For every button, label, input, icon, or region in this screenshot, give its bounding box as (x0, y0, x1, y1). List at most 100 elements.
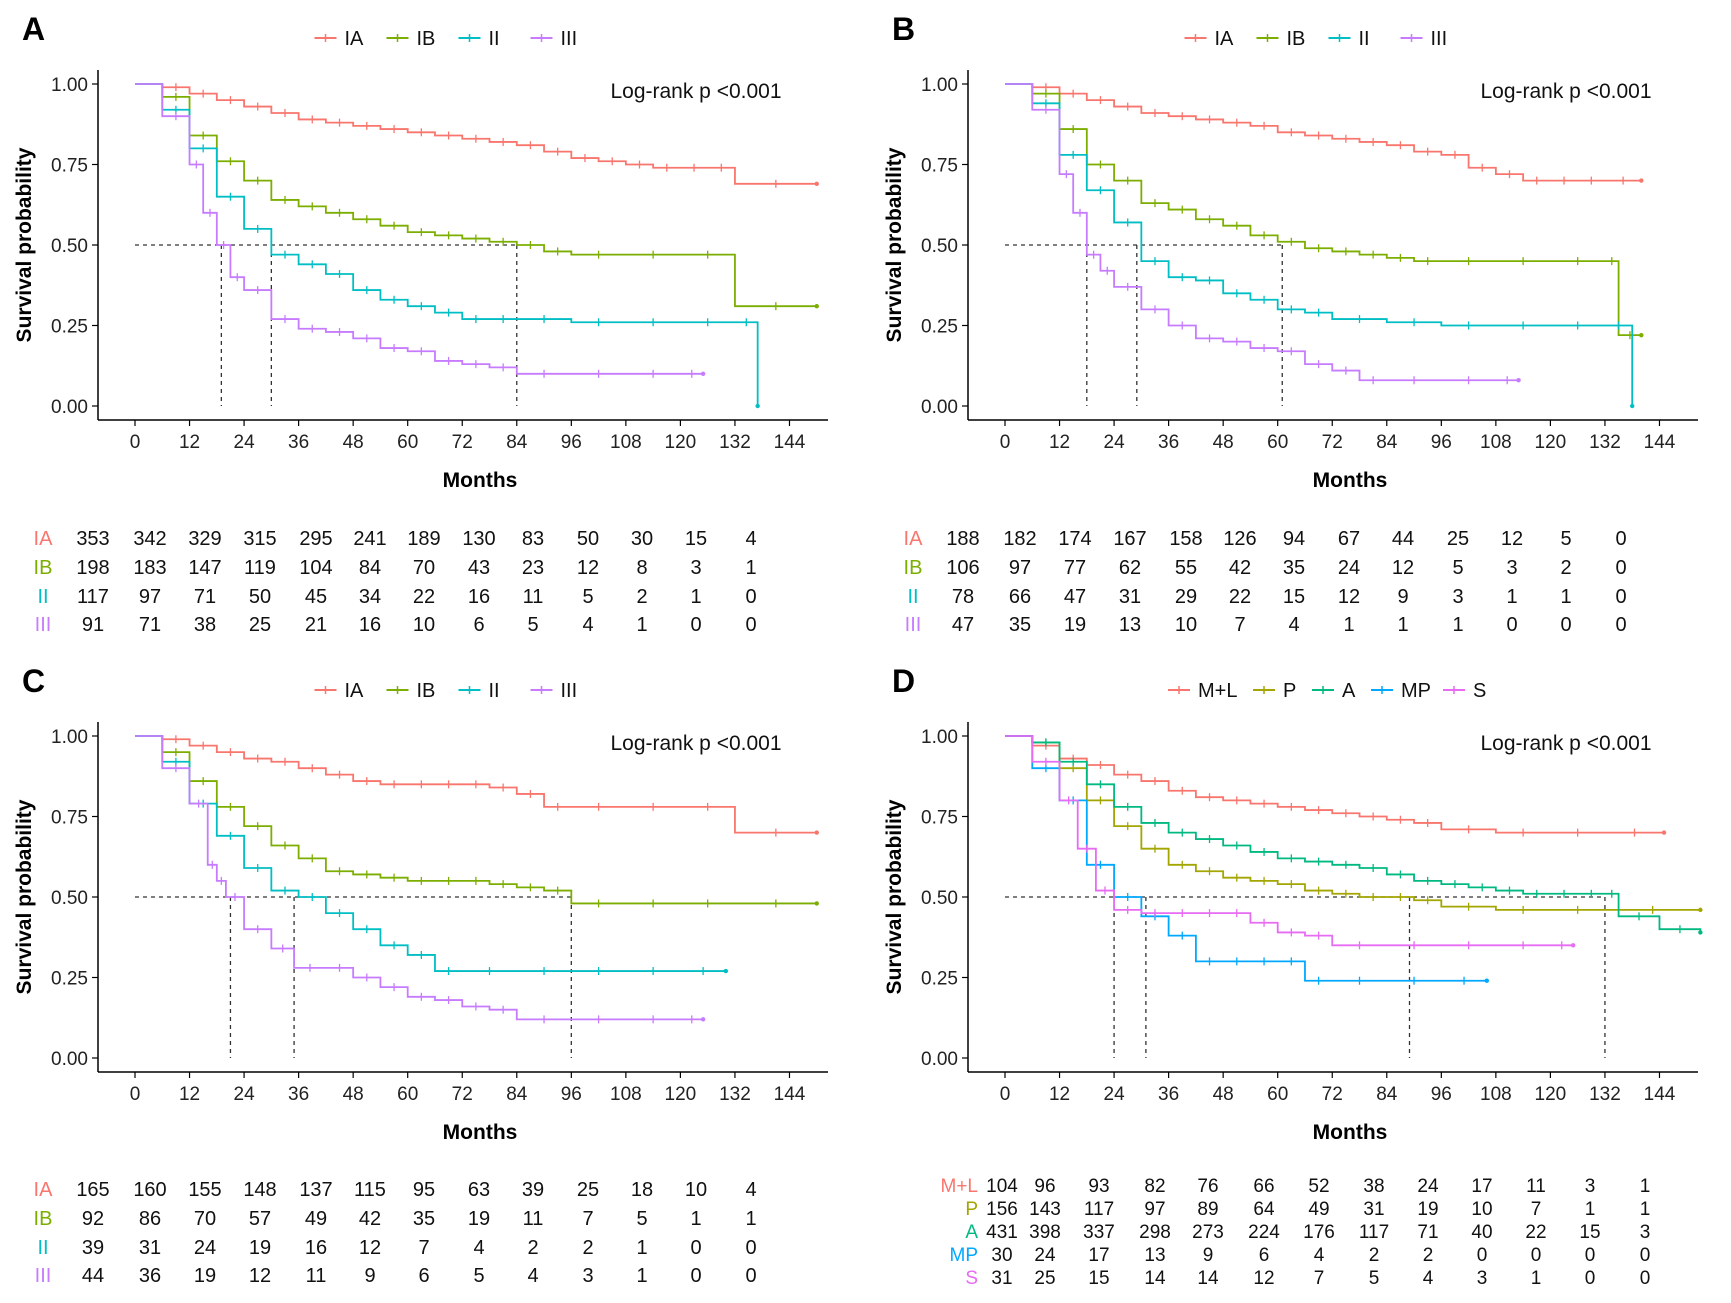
risk-count: 43 (468, 557, 490, 579)
risk-count: 273 (1192, 1222, 1224, 1243)
risk-count: 38 (1363, 1176, 1384, 1197)
risk-count: 16 (468, 586, 490, 608)
risk-count: 22 (1525, 1222, 1546, 1243)
risk-count: 1 (690, 586, 701, 608)
y-tick-label: 1.00 (921, 727, 958, 748)
risk-count: 50 (577, 528, 599, 550)
risk-row: III 47 35 19 13 10 7 4 1 1 1 0 0 0 (905, 614, 1627, 636)
y-tick-label: 0.00 (921, 1049, 958, 1070)
risk-count: 15 (685, 528, 707, 550)
x-tick-label: 24 (1104, 1084, 1126, 1105)
risk-count: 0 (690, 1265, 701, 1287)
legend: IA IB II III (314, 28, 577, 50)
risk-count: 5 (1560, 528, 1571, 550)
risk-count: 1 (1506, 586, 1517, 608)
curve-end-point (814, 181, 819, 187)
risk-count: 97 (1009, 557, 1031, 579)
curve-end-point (1698, 930, 1703, 935)
risk-count: 3 (1506, 557, 1517, 579)
risk-count: 5 (527, 614, 538, 636)
survival-curve-iii (135, 735, 704, 1021)
risk-count: 0 (1477, 1245, 1488, 1266)
risk-count: 15 (1579, 1222, 1600, 1243)
risk-count: 0 (1640, 1245, 1651, 1266)
risk-count: 84 (359, 557, 381, 579)
x-tick-label: 84 (506, 432, 528, 453)
risk-count: 1 (1640, 1199, 1651, 1220)
risk-count: 11 (1526, 1176, 1546, 1197)
risk-count: 25 (249, 614, 271, 636)
risk-count: 104 (299, 557, 332, 579)
risk-count: 55 (1175, 557, 1197, 579)
risk-count: 12 (577, 557, 599, 579)
risk-count: 6 (418, 1265, 429, 1287)
risk-count: 4 (473, 1237, 484, 1259)
risk-count: 25 (577, 1179, 599, 1201)
risk-count: 241 (353, 528, 386, 550)
x-tick-label: 72 (1322, 432, 1343, 453)
risk-count: 0 (745, 586, 756, 608)
x-tick-label: 60 (397, 432, 418, 453)
curve-end-point (1570, 943, 1576, 948)
risk-count: 4 (527, 1265, 538, 1287)
curve-end-point (1484, 978, 1489, 983)
legend-label: III (1431, 28, 1448, 50)
risk-count: 0 (1615, 586, 1626, 608)
survival-curve-ia (135, 83, 817, 185)
x-tick-label: 12 (1049, 1084, 1070, 1105)
panel-d: D M+L P A MP S0.000.250.500.751.000 12 24 36 48 60… (883, 663, 1703, 1289)
log-rank-annotation: Log-rank p <0.001 (1480, 732, 1651, 755)
x-tick-label: 72 (452, 432, 473, 453)
risk-count: 31 (991, 1268, 1012, 1289)
risk-count: 165 (76, 1179, 109, 1201)
x-axis-title: Months (1313, 1121, 1388, 1144)
risk-count: 2 (636, 586, 647, 608)
risk-count: 9 (1397, 586, 1408, 608)
survival-curve-ia (1005, 83, 1642, 182)
risk-count: 42 (1229, 557, 1251, 579)
curve-end-point (723, 968, 729, 974)
risk-count: 1 (690, 1208, 701, 1230)
legend-label: IA (1215, 28, 1235, 50)
risk-count: 92 (82, 1208, 104, 1230)
legend-label: S (1473, 680, 1486, 702)
x-tick-label: 24 (234, 432, 256, 453)
curve-end-point (814, 901, 819, 906)
censor-marks (175, 83, 777, 188)
risk-count: 0 (1531, 1245, 1542, 1266)
x-tick-label: 0 (1000, 1084, 1011, 1105)
risk-count: 10 (413, 614, 435, 636)
risk-count: 16 (359, 614, 381, 636)
risk-table: IA 188 182 174 167 158 126 94 67 44 25 12 5 0IB 106 97 7… (904, 528, 1627, 636)
x-tick-label: 60 (397, 1084, 418, 1105)
x-tick-label: 72 (452, 1084, 473, 1105)
legend-label: MP (1401, 680, 1431, 702)
legend-label: IA (345, 680, 365, 702)
risk-row-label: IB (904, 557, 923, 579)
y-tick-label: 0.75 (921, 156, 958, 177)
risk-row-label: P (965, 1199, 978, 1220)
risk-count: 95 (413, 1179, 435, 1201)
risk-count: 0 (745, 1237, 756, 1259)
risk-count: 94 (1283, 528, 1305, 550)
risk-count: 50 (249, 586, 271, 608)
y-axis-title: Survival probability (883, 799, 906, 994)
panel-label: D (892, 663, 915, 699)
risk-count: 35 (1009, 614, 1031, 636)
legend-label: II (489, 28, 500, 50)
risk-count: 11 (523, 586, 544, 608)
risk-count: 188 (946, 528, 979, 550)
risk-row-label: MP (950, 1245, 979, 1266)
x-tick-label: 48 (343, 432, 364, 453)
x-tick-label: 144 (1644, 1084, 1676, 1105)
risk-count: 0 (1615, 614, 1626, 636)
risk-count: 0 (1506, 614, 1517, 636)
legend-label: II (1359, 28, 1370, 50)
risk-count: 155 (188, 1179, 221, 1201)
risk-count: 3 (1452, 586, 1463, 608)
y-tick-label: 0.50 (51, 888, 88, 909)
risk-count: 1 (1531, 1268, 1542, 1289)
risk-count: 96 (1034, 1176, 1055, 1197)
risk-count: 137 (299, 1179, 332, 1201)
